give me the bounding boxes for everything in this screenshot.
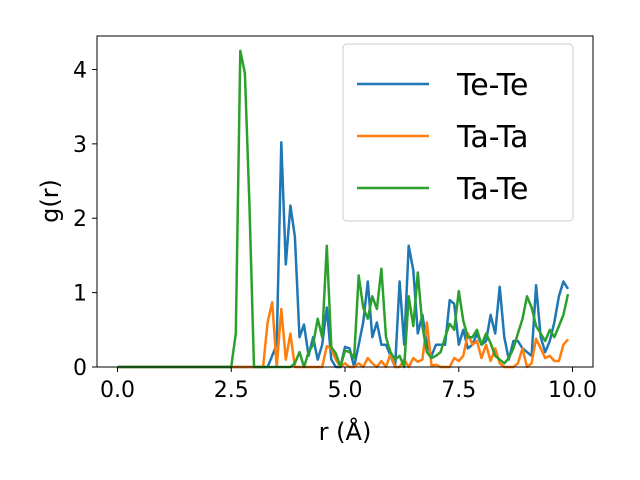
legend-box: [342, 43, 574, 222]
x-tick-label: 10.0: [548, 378, 597, 403]
x-tick-label: 5.0: [328, 378, 363, 403]
x-axis: 0.0 2.5 5.0 7.5 10.0: [100, 367, 597, 403]
y-tick-label: 3: [73, 133, 87, 158]
x-tick-label: 2.5: [214, 378, 249, 403]
y-axis-label: g(r): [36, 179, 64, 223]
x-tick-label: 7.5: [441, 378, 476, 403]
legend-label-ta-ta: Ta-Ta: [456, 120, 529, 155]
legend-label-te-te: Te-Te: [456, 68, 528, 103]
x-axis-label: r (Å): [319, 417, 372, 446]
series-line-ta-te: [117, 49, 570, 369]
legend-label-ta-te: Ta-Te: [456, 172, 529, 207]
legend: Te-Te Ta-Ta Ta-Te: [342, 43, 574, 222]
y-tick-label: 2: [73, 207, 87, 232]
y-tick-label: 1: [73, 282, 87, 307]
y-tick-label: 0: [73, 356, 87, 381]
y-axis: 0 1 2 3 4: [73, 58, 97, 381]
x-tick-label: 0.0: [100, 378, 135, 403]
y-tick-label: 4: [73, 58, 87, 83]
